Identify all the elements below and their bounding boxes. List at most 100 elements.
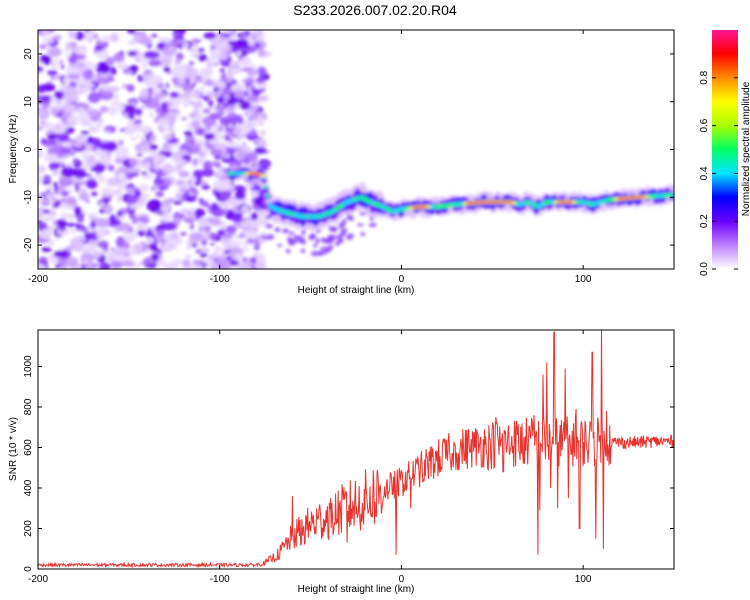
noise-blob [257, 46, 265, 58]
noise-blob [198, 86, 204, 93]
ridge-speckle [274, 227, 281, 233]
noise-blob [208, 112, 223, 120]
noise-blob [239, 100, 251, 110]
noise-blob [152, 95, 161, 100]
ridge-hot-core [641, 195, 646, 199]
noise-blob [185, 67, 199, 79]
noise-blob [197, 53, 208, 62]
noise-blob [234, 66, 241, 72]
noise-blob [257, 66, 267, 76]
noise-blob [206, 62, 214, 68]
noise-blob [90, 30, 96, 36]
noise-blob [155, 191, 165, 198]
spectrogram-xlabel: Height of straight line (km) [298, 285, 415, 296]
noise-blob [55, 236, 60, 241]
noise-blob [84, 232, 90, 239]
noise-blob [190, 141, 195, 144]
noise-blob [59, 102, 66, 108]
noise-blob [124, 252, 130, 256]
noise-blob [184, 89, 191, 97]
noise-blob [106, 151, 112, 157]
noise-blob [253, 73, 258, 77]
noise-blob [192, 169, 204, 179]
noise-blob [194, 56, 198, 60]
noise-blob [225, 225, 237, 235]
snr-ytick-label: 600 [23, 439, 34, 456]
noise-blob [127, 40, 136, 45]
noise-blob [212, 179, 230, 192]
noise-blob [163, 134, 172, 141]
noise-blob [156, 106, 162, 113]
noise-blob [192, 103, 204, 109]
ridge-hot [511, 201, 517, 205]
snr-xtick-label: 100 [575, 574, 592, 585]
noise-blob [188, 232, 204, 242]
noise-blob [236, 38, 249, 48]
ridge-core [263, 184, 269, 189]
colorbar-gradient [712, 30, 738, 269]
noise-blob [236, 235, 243, 239]
noise-blob [215, 168, 225, 177]
noise-blob [212, 252, 218, 258]
noise-blob [203, 160, 213, 172]
noise-blob [184, 83, 195, 92]
noise-blob [139, 183, 149, 192]
snr-xtick-label: 0 [399, 574, 405, 585]
noise-blob [209, 218, 222, 226]
noise-blob [228, 40, 237, 45]
noise-blob [110, 32, 119, 43]
noise-blob [185, 134, 196, 146]
noise-blob [247, 105, 260, 112]
noise-blob [193, 54, 198, 57]
noise-blob [184, 105, 189, 108]
noise-blob [174, 58, 182, 64]
noise-blob [230, 83, 242, 92]
ridge-speckle [348, 215, 355, 221]
snr-ytick-label: 0 [23, 566, 34, 572]
noise-blob [47, 69, 58, 76]
ridge-speckle [300, 248, 306, 254]
ridge-speckle [340, 228, 348, 233]
noise-blob [210, 149, 224, 157]
noise-blob [97, 227, 105, 233]
noise-blob [102, 35, 111, 43]
noise-blob [56, 218, 68, 229]
noise-blob [218, 46, 231, 53]
noise-blob [129, 203, 143, 209]
noise-blob [111, 254, 125, 262]
noise-blob [129, 64, 139, 72]
ridge-hot [644, 194, 650, 199]
noise-blob [170, 103, 176, 108]
spectrogram-xtick-label: 100 [575, 274, 592, 285]
noise-blob [61, 164, 66, 168]
noise-blob [197, 39, 202, 43]
noise-blob [185, 255, 191, 258]
noise-blob [90, 191, 98, 197]
noise-blob [256, 143, 263, 147]
noise-blob [38, 177, 43, 185]
noise-blob [135, 220, 144, 227]
noise-blob [198, 221, 207, 228]
noise-blob [168, 46, 176, 50]
noise-blob [62, 77, 69, 83]
noise-blob [219, 190, 230, 200]
noise-blob [181, 118, 187, 121]
ridge-speckle [327, 238, 334, 245]
noise-blob [226, 255, 232, 261]
noise-blob [66, 116, 80, 123]
noise-blob [243, 146, 251, 155]
noise-blob [139, 35, 153, 46]
noise-blob [189, 207, 196, 212]
noise-blob [74, 235, 87, 243]
colorbar-tick-label: 0.2 [699, 214, 710, 228]
noise-blob [188, 61, 195, 66]
noise-blob [247, 67, 253, 71]
spectrogram-ytick-label: 0 [23, 146, 34, 152]
noise-blob [128, 213, 137, 220]
noise-blob [76, 137, 87, 144]
noise-blob [44, 152, 54, 163]
noise-blob [229, 60, 235, 68]
noise-blob [196, 139, 202, 143]
snr-xtick-label: -200 [28, 574, 48, 585]
